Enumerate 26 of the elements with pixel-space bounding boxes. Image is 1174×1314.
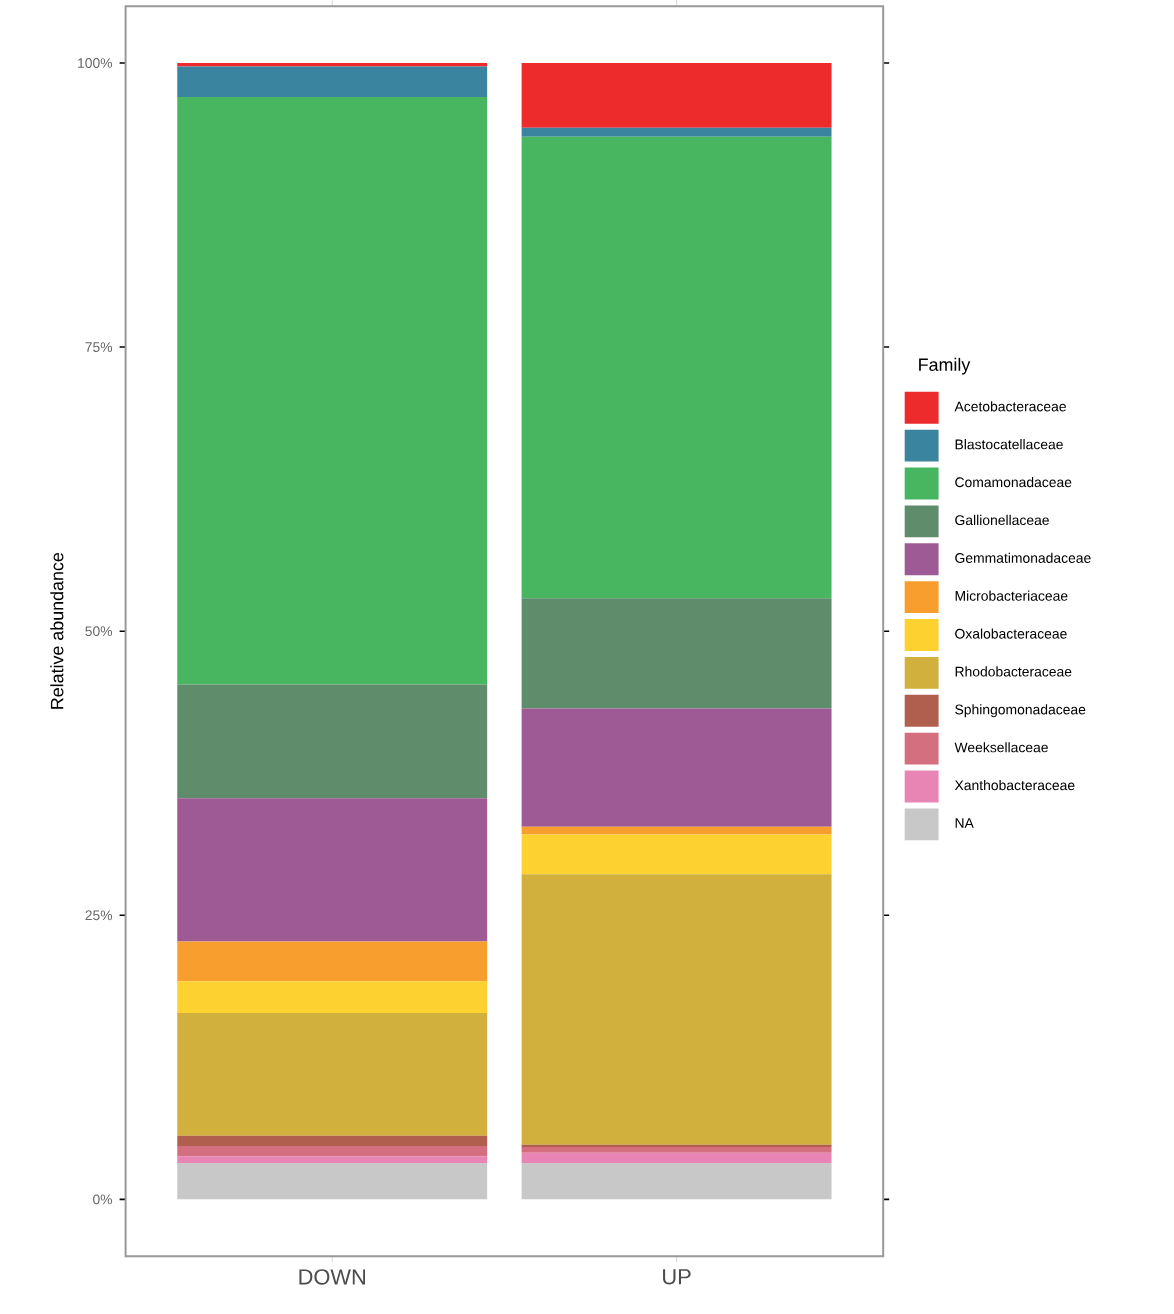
y-axis-title: Relative abundance bbox=[50, 553, 64, 709]
bar bbox=[521, 1152, 832, 1163]
bar bbox=[521, 1163, 832, 1200]
x-tick-label: UP bbox=[662, 1269, 691, 1285]
bar bbox=[521, 708, 832, 827]
bar bbox=[177, 66, 488, 98]
bar bbox=[177, 981, 488, 1013]
bar bbox=[521, 826, 832, 835]
bar bbox=[177, 1012, 488, 1136]
bar bbox=[177, 798, 488, 942]
bar bbox=[521, 834, 832, 875]
bar bbox=[521, 127, 832, 137]
bar bbox=[177, 684, 488, 799]
bar bbox=[177, 1135, 488, 1146]
bar bbox=[521, 598, 832, 709]
bar bbox=[177, 1156, 488, 1163]
bar bbox=[521, 1147, 832, 1153]
bar bbox=[521, 136, 832, 599]
bar bbox=[177, 1163, 488, 1200]
bar bbox=[521, 874, 832, 1145]
legend-title: Family bbox=[919, 357, 971, 375]
bar bbox=[177, 941, 488, 982]
x-tick-label: DOWN bbox=[299, 1269, 365, 1285]
bar bbox=[177, 1145, 488, 1157]
bar bbox=[521, 62, 832, 128]
bar bbox=[177, 97, 488, 685]
